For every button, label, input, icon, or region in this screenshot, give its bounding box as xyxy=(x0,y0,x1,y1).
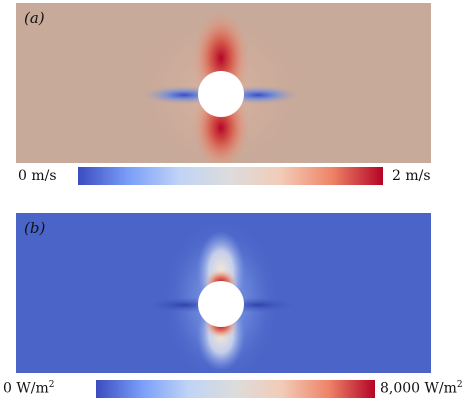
velocity-colorbar-min-label: 0 m/s xyxy=(18,168,57,184)
velocity-colorbar xyxy=(78,167,383,185)
power-colorbar-min-value: 0 W/m xyxy=(3,380,49,397)
velocity-field-plot xyxy=(131,8,311,163)
cylinder-obstacle xyxy=(198,281,244,327)
power-colorbar-max-label: 8,000 W/m2 xyxy=(380,380,463,397)
power-colorbar-max-value: 8,000 W/m xyxy=(380,380,457,397)
power-density-plot xyxy=(144,216,298,373)
power-colorbar-max-exponent: 2 xyxy=(456,380,463,390)
panel-a-label: (a) xyxy=(24,9,45,27)
power-density-panel: (b) xyxy=(16,213,431,373)
panel-b-label: (b) xyxy=(24,219,46,237)
power-density-colorbar xyxy=(96,380,375,398)
velocity-field-panel: (a) xyxy=(16,3,431,163)
cylinder-obstacle xyxy=(198,71,244,117)
power-colorbar-min-label: 0 W/m2 xyxy=(3,380,54,397)
velocity-colorbar-max-label: 2 m/s xyxy=(392,168,431,184)
power-colorbar-min-exponent: 2 xyxy=(48,380,55,390)
